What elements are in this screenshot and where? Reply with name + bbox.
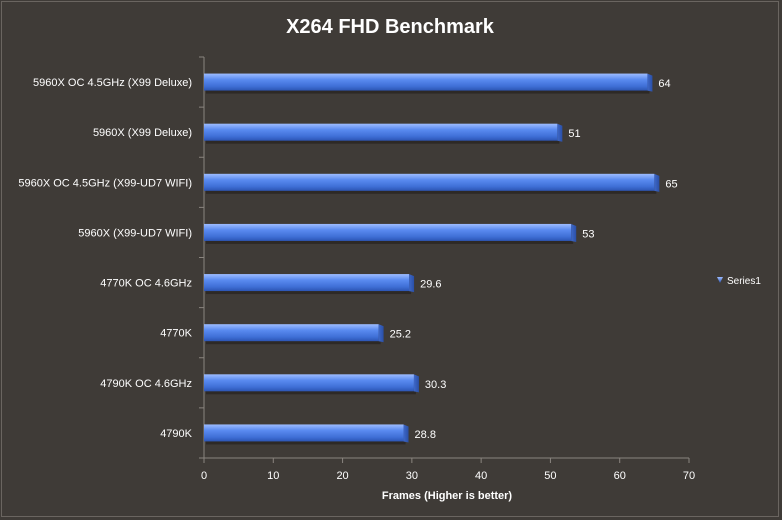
data-label: 65: [665, 178, 677, 190]
bar: [204, 123, 558, 141]
x-tick-label: 20: [336, 470, 348, 482]
category-label: 5960X (X99 Deluxe): [93, 127, 192, 139]
chart-title: X264 FHD Benchmark: [286, 16, 495, 38]
bar: [204, 173, 655, 191]
bar-end-cap: [557, 123, 563, 142]
x-tick-label: 10: [267, 470, 279, 482]
bar-end-cap: [654, 173, 660, 192]
category-label: 4790K: [160, 428, 192, 440]
data-label: 29.6: [420, 279, 441, 291]
legend-swatch: [717, 277, 723, 283]
bar-end-cap: [409, 274, 415, 293]
data-label: 53: [582, 228, 594, 240]
bar-end-cap: [413, 374, 419, 393]
legend: Series1: [717, 276, 761, 287]
data-label: 28.8: [415, 429, 436, 441]
plot-area: 0 10 20 30 40 50 60 70 5960X OC 4.5GHz (X99 Delu…: [18, 56, 695, 482]
legend-label: Series1: [727, 276, 761, 287]
x-tick-label: 40: [475, 470, 487, 482]
category-label: 5960X OC 4.5GHz (X99-UD7 WIFI): [18, 177, 192, 189]
bar-end-cap: [378, 324, 384, 343]
category-label: 4770K OC 4.6GHz: [100, 278, 192, 290]
category-label: 4790K OC 4.6GHz: [100, 378, 192, 390]
bar: [204, 424, 404, 442]
bar: [204, 274, 410, 292]
bar-end-cap: [403, 424, 409, 443]
data-label: 64: [658, 78, 670, 90]
data-label: 25.2: [390, 329, 411, 341]
x-tick-label: 0: [201, 470, 207, 482]
x-tick-label: 60: [614, 470, 626, 482]
x-tick-label: 70: [683, 470, 695, 482]
category-label: 5960X OC 4.5GHz (X99 Deluxe): [33, 77, 192, 89]
data-label: 51: [568, 128, 580, 140]
x-tick-label: 30: [406, 470, 418, 482]
bar: [204, 374, 414, 392]
x-tick-label: 50: [544, 470, 556, 482]
bar: [204, 324, 379, 342]
bar-end-cap: [647, 73, 653, 92]
bar: [204, 223, 572, 241]
bar-end-cap: [571, 223, 577, 242]
data-label: 30.3: [425, 379, 446, 391]
category-label: 4770K: [160, 328, 192, 340]
bar: [204, 73, 648, 91]
x-axis-title: Frames (Higher is better): [382, 490, 513, 502]
category-label: 5960X (X99-UD7 WIFI): [78, 227, 192, 239]
